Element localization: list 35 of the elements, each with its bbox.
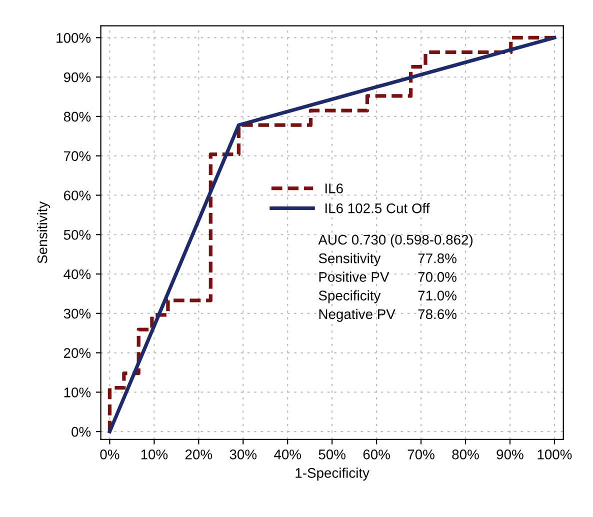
y-tick-label: 100% (56, 33, 91, 43)
x-tick-label: 0% (100, 450, 120, 460)
x-tick-label: 70% (408, 450, 434, 460)
legend-label: IL6 102.5 Cut Off (325, 203, 430, 214)
x-tick-label: 60% (363, 450, 390, 460)
legend-label: IL6 (325, 184, 343, 194)
y-tick-label: 30% (64, 308, 91, 319)
x-tick-label: 90% (496, 450, 524, 460)
annotation: 77.8% (418, 253, 456, 264)
y-tick-label: 0% (72, 426, 91, 437)
y-tick-label: 40% (64, 269, 91, 280)
annotation: Specificity (318, 290, 381, 304)
y-tick-label: 20% (64, 348, 91, 358)
annotation: AUC 0.730 (0.598-0.862) (318, 234, 473, 248)
x-axis-title: 1-Specificity (296, 468, 370, 481)
x-tick-label: 50% (318, 450, 346, 460)
annotation: 70.0% (418, 272, 456, 282)
annotation: Positive PV (319, 272, 390, 282)
annotation: 78.6% (418, 309, 456, 320)
x-tick-label: 30% (230, 450, 257, 460)
x-tick-label: 80% (452, 450, 479, 460)
y-tick-label: 50% (64, 230, 91, 240)
annotation: Sensitivity (318, 253, 381, 266)
y-axis-title: Sensitivity (37, 201, 50, 264)
y-tick-label: 60% (64, 190, 91, 200)
annotation: Negative PV (319, 308, 396, 322)
y-tick-label: 10% (64, 388, 91, 398)
x-tick-label: 40% (274, 450, 302, 460)
y-tick-label: 80% (64, 112, 91, 122)
x-tick-label: 100% (538, 450, 572, 460)
x-tick-label: 10% (141, 450, 168, 460)
annotation: 71.0% (418, 290, 456, 300)
y-tick-label: 90% (64, 72, 91, 82)
y-tick-label: 70% (64, 151, 91, 162)
x-tick-label: 20% (185, 450, 212, 460)
